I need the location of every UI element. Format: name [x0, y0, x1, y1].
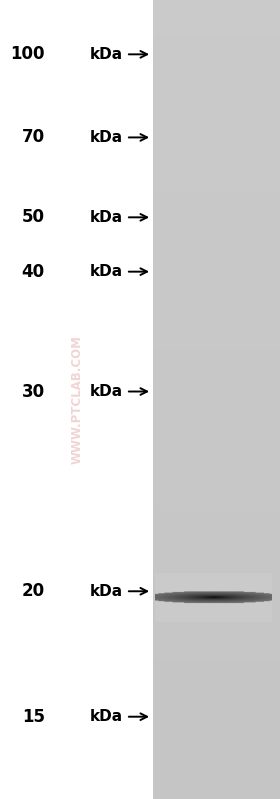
Text: kDa: kDa	[90, 264, 123, 279]
Text: 15: 15	[22, 708, 45, 725]
Text: 30: 30	[22, 383, 45, 400]
Text: kDa: kDa	[90, 130, 123, 145]
Text: 70: 70	[22, 129, 45, 146]
Text: 20: 20	[22, 582, 45, 600]
Text: kDa: kDa	[90, 710, 123, 724]
Text: 100: 100	[10, 46, 45, 63]
Text: 50: 50	[22, 209, 45, 226]
Text: 40: 40	[22, 263, 45, 280]
Text: WWW.PTCLAB.COM: WWW.PTCLAB.COM	[71, 335, 83, 464]
Text: kDa: kDa	[90, 47, 123, 62]
Text: kDa: kDa	[90, 584, 123, 598]
Text: kDa: kDa	[90, 210, 123, 225]
Text: kDa: kDa	[90, 384, 123, 399]
